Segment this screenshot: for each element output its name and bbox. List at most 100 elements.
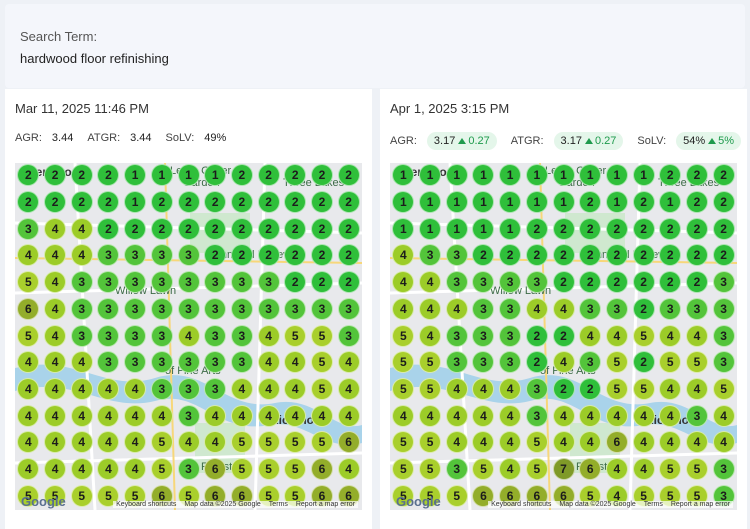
rank-pin: 2 [632,191,655,214]
metric: SoLV: 54% 5% [637,132,742,150]
rank-pin: 1 [419,164,442,187]
rank-pin: 3 [472,351,495,374]
rank-pin: 3 [445,324,468,347]
rank-pin: 2 [230,244,253,267]
rank-pin: 4 [97,431,120,454]
rank-pin: 2 [632,297,655,320]
rank-pin: 4 [632,404,655,427]
rank-pin: 4 [44,324,67,347]
map: HenricoLewis GinterGardenThree LakesRich… [390,163,737,510]
rank-pin: 2 [97,191,120,214]
rank-pin: 5 [392,351,415,374]
map-link: Report a map error [670,501,730,508]
rank-pin: 1 [445,217,468,240]
rank-pin: 3 [525,404,548,427]
rank-pin: 2 [337,217,360,240]
search-term: hardwood floor refinishing [20,51,169,66]
rank-pin: 4 [712,404,735,427]
map-logo: Google [396,494,441,509]
rank-pin: 3 [472,324,495,347]
rank-pin: 2 [605,271,628,294]
rank-pin: 2 [150,217,173,240]
rank-pin: 4 [579,324,602,347]
rank-pin: 2 [310,217,333,240]
rank-pin: 3 [685,404,708,427]
rank-pin: 2 [204,244,227,267]
rank-pin: 4 [499,377,522,400]
rank-pin: 3 [230,351,253,374]
rank-pin: 4 [17,244,40,267]
rank-pin: 4 [632,457,655,480]
rank-pin: 3 [579,297,602,320]
rank-pin: 5 [605,351,628,374]
search-label: Search Term: [20,29,98,44]
rank-pin: 2 [310,244,333,267]
rank-pin: 2 [685,271,708,294]
rank-pin: 4 [70,217,93,240]
rank-pin: 4 [257,377,280,400]
metric: SoLV: 49% [166,132,227,144]
rank-pin: 5 [632,324,655,347]
rank-pin: 4 [124,457,147,480]
rank-pin: 2 [579,217,602,240]
rank-pin: 4 [337,457,360,480]
rank-pin: 3 [150,351,173,374]
rank-pin: 2 [659,164,682,187]
rank-pin: 4 [124,404,147,427]
rank-pin: 4 [44,244,67,267]
rank-pin: 2 [632,217,655,240]
rank-pin: 4 [70,351,93,374]
rank-pin: 3 [97,351,120,374]
rank-pin: 4 [284,377,307,400]
rank-pin: 5 [257,457,280,480]
report-date: Apr 1, 2025 3:15 PM [390,101,510,116]
rank-pin: 1 [632,164,655,187]
rank-pin: 5 [392,457,415,480]
rank-pin: 5 [712,377,735,400]
rank-pin: 5 [392,377,415,400]
rank-pin: 1 [552,191,575,214]
rank-pin: 4 [419,324,442,347]
rank-pin: 3 [204,377,227,400]
rank-pin: 2 [150,191,173,214]
rank-pin: 2 [579,244,602,267]
rank-pin: 3 [177,297,200,320]
rank-pin: 1 [472,191,495,214]
rank-pin: 5 [284,431,307,454]
rank-pin: 4 [97,457,120,480]
rank-pin: 6 [579,457,602,480]
metric-label: SoLV: [165,132,195,144]
rank-pin: 3 [70,324,93,347]
rank-pin: 2 [605,244,628,267]
rank-pin: 4 [499,431,522,454]
rank-pin: 4 [70,244,93,267]
rank-pin: 2 [712,164,735,187]
rank-pin: 2 [632,271,655,294]
rank-pin: 4 [472,377,495,400]
rank-pin: 1 [605,164,628,187]
rank-pin: 2 [44,164,67,187]
map-link: Map data ©2025 Google [559,501,636,508]
rank-pin: 4 [44,271,67,294]
rank-pin: 1 [392,164,415,187]
rank-pin: 5 [685,351,708,374]
rank-pin: 2 [552,324,575,347]
rank-pin: 5 [17,484,40,507]
rank-pin: 4 [392,297,415,320]
rank-pin: 3 [579,351,602,374]
rank-pin: 2 [177,217,200,240]
metric-label: AGR: [15,132,42,144]
map-footer: Google Keyboard shortcuts Map data ©2025 G… [15,494,362,510]
rank-pin: 1 [499,191,522,214]
rank-pin: 4 [44,457,67,480]
rank-pin: 4 [97,404,120,427]
rank-pin: 2 [579,191,602,214]
rank-pin: 4 [605,404,628,427]
rank-pin: 3 [712,324,735,347]
rank-pin: 5 [392,324,415,347]
rank-pin: 3 [124,271,147,294]
metric-value: 3.17 [560,135,582,147]
rank-pin: 4 [579,431,602,454]
rank-pin: 1 [579,164,602,187]
